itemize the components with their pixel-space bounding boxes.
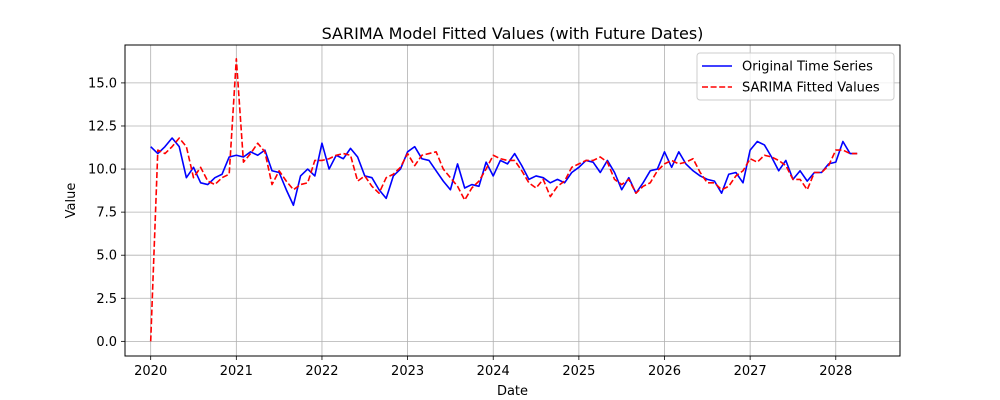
y-axis-title: Value: [64, 183, 79, 219]
y-tick-label: 10.0: [88, 163, 117, 178]
x-tick-label: 2022: [305, 364, 338, 379]
x-tick-label: 2020: [134, 364, 167, 379]
plot-frame: [124, 44, 901, 357]
y-tick-label: 7.5: [96, 206, 117, 221]
chart-title: SARIMA Model Fitted Values (with Future …: [322, 24, 704, 43]
x-tick-label: 2023: [391, 364, 424, 379]
legend-label-original: Original Time Series: [742, 60, 873, 75]
x-tick-label: 2026: [648, 364, 681, 379]
series-line-fitted: [149, 57, 858, 342]
y-tick-label: 15.0: [88, 76, 117, 91]
x-tick-label: 2027: [734, 364, 767, 379]
x-tick-label: 2025: [562, 364, 595, 379]
x-tick-label: 2028: [819, 364, 852, 379]
x-tick-label: 2021: [220, 364, 253, 379]
legend-label-fitted: SARIMA Fitted Values: [742, 81, 880, 96]
x-axis-title: Date: [497, 384, 528, 399]
legend: Original Time Series SARIMA Fitted Value…: [696, 52, 895, 101]
y-tick-label: 5.0: [96, 249, 117, 264]
y-tick-label: 12.5: [88, 119, 117, 134]
grid: [125, 45, 900, 356]
y-tick-label: 2.5: [96, 292, 117, 307]
legend-box: [696, 52, 895, 101]
axis-ticks: 2020 2021 2022 2023 2024 2025 2026 2027 2028 0.0 2…: [88, 76, 852, 379]
y-tick-label: 0.0: [96, 335, 117, 350]
series-line-original: [150, 137, 858, 207]
x-tick-label: 2024: [477, 364, 510, 379]
plot-lines: [149, 57, 858, 342]
